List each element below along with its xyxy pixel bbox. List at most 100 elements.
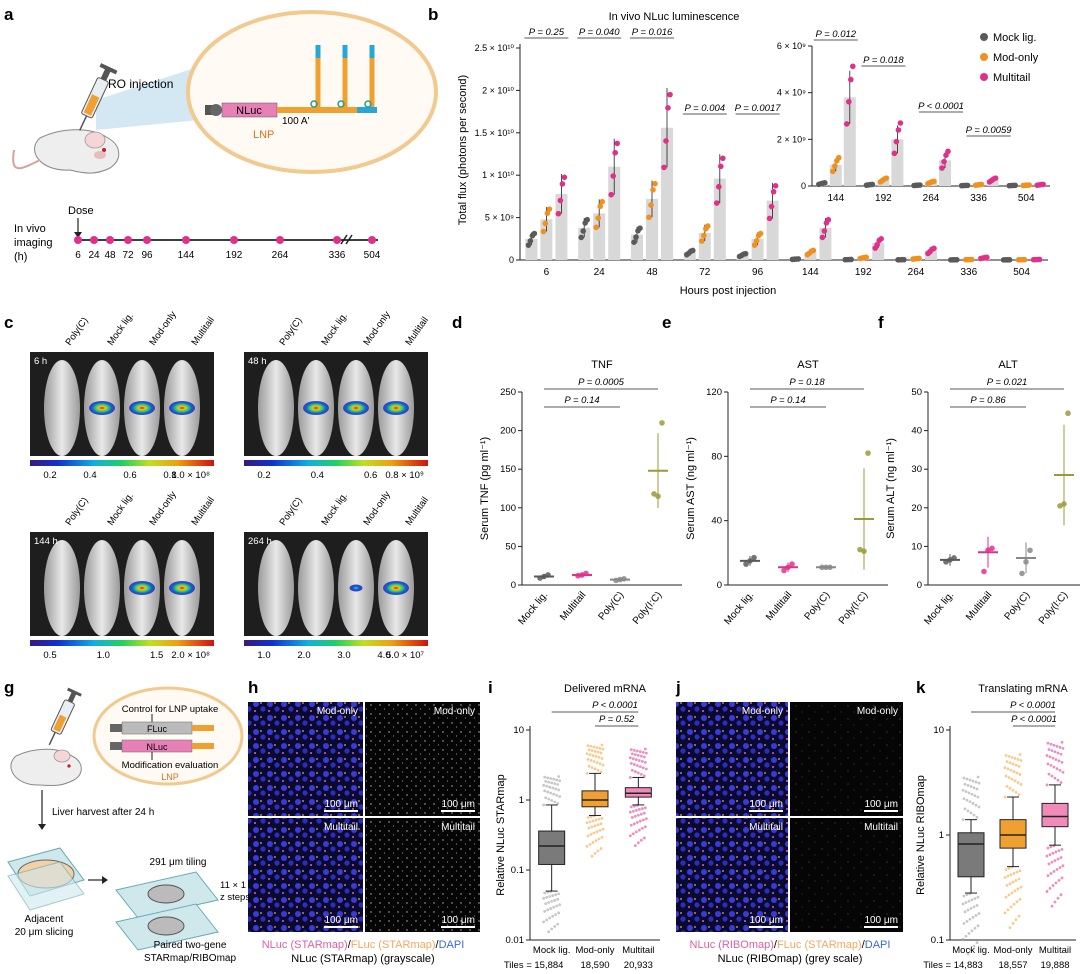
- outlier-point: [966, 952, 970, 956]
- panel-letter-i: i: [488, 678, 493, 697]
- outlier-point: [552, 905, 556, 909]
- outlier-point: [1004, 753, 1008, 757]
- outlier-point: [549, 777, 553, 780]
- colorbar: [30, 460, 214, 466]
- outlier-point: [548, 785, 552, 789]
- timepoint-label: 264 h: [248, 536, 272, 547]
- outlier-point: [598, 829, 602, 832]
- outlier-point: [1058, 769, 1062, 772]
- h-label-4: Multitail: [441, 822, 475, 833]
- data-point: [720, 155, 726, 162]
- pvalue-label: P = 0.0017: [735, 103, 782, 114]
- outlier-point: [972, 786, 976, 790]
- x-tick-label: 144: [802, 267, 819, 278]
- data-point: [753, 238, 760, 244]
- data-point: [610, 173, 616, 179]
- bar: [713, 178, 726, 260]
- outlier-point: [969, 948, 973, 952]
- outlier-point: [543, 909, 547, 913]
- h-label-1: Mod-only: [317, 706, 358, 717]
- box: [624, 787, 652, 798]
- outlier-point: [1011, 880, 1015, 884]
- outlier-point: [588, 753, 592, 757]
- x-tick-label: Mock lig.: [533, 945, 570, 956]
- outlier-point: [629, 805, 633, 809]
- outlier-point: [558, 779, 562, 783]
- outlier-point: [1050, 774, 1054, 778]
- pvalue-label: P = 0.52: [599, 714, 635, 725]
- outlier-point: [1049, 742, 1053, 746]
- h-scale-3: 100 μm: [324, 915, 358, 926]
- outlier-point: [973, 897, 977, 900]
- outlier-point: [1010, 755, 1014, 759]
- outlier-point: [1048, 853, 1052, 857]
- panel-letter-d: d: [452, 313, 462, 332]
- x-tick-label: Mock lig.: [723, 590, 757, 627]
- group-label: Poly(C): [63, 315, 90, 347]
- outlier-point: [1048, 755, 1052, 759]
- outlier-point: [636, 771, 640, 775]
- group-label: Mock lig.: [105, 311, 136, 348]
- y-tick-label: 30: [911, 464, 922, 475]
- timeline-tick-label: 6: [75, 250, 81, 261]
- outlier-point: [965, 893, 969, 897]
- outlier-point: [556, 897, 560, 901]
- outlier-point: [1047, 748, 1051, 751]
- outlier-point: [628, 756, 632, 760]
- outlier-point: [546, 790, 550, 794]
- y-tick-label: 10: [513, 725, 524, 736]
- data-point: [580, 228, 586, 234]
- panel-k: Translating mRNA Relative NLuc RIBOmap 0.1…: [915, 683, 1076, 971]
- colorbar-tick-label: 0.4: [83, 470, 96, 481]
- outlier-point: [643, 806, 647, 810]
- outlier-point: [970, 898, 974, 902]
- outlier-point: [1051, 884, 1055, 887]
- outlier-point: [554, 913, 558, 916]
- y-tick-label: 150: [500, 464, 516, 475]
- data-point: [659, 420, 665, 426]
- tiles-label: 18,590: [580, 960, 609, 971]
- outlier-point: [550, 899, 554, 903]
- outlier-point: [1016, 758, 1020, 761]
- inset-data-point: [939, 165, 945, 171]
- data-point: [667, 91, 673, 98]
- outlier-point: [629, 748, 633, 752]
- outlier-point: [1008, 761, 1012, 765]
- outlier-point: [638, 765, 642, 769]
- y-tick-label: 0.01: [506, 935, 525, 946]
- outlier-point: [1003, 876, 1007, 879]
- outlier-point: [961, 818, 965, 822]
- outlier-point: [962, 894, 966, 898]
- group-label: Poly(C): [63, 495, 90, 527]
- outlier-point: [633, 770, 637, 773]
- outlier-point: [557, 911, 561, 915]
- outlier-point: [594, 755, 598, 758]
- group-label: Mock lig.: [105, 491, 136, 528]
- outlier-point: [636, 753, 640, 757]
- luminescence-signal: [169, 581, 195, 595]
- data-point: [614, 140, 620, 147]
- outlier-point: [1005, 784, 1009, 788]
- y-tick-label: 2.5 × 10¹⁰: [475, 43, 515, 53]
- y-tick-label: 0.1: [511, 865, 524, 876]
- outlier-point: [632, 763, 636, 766]
- nluc-label: NLuc: [236, 105, 262, 117]
- colorbar-tick-label: 1.0: [257, 650, 270, 661]
- data-point: [916, 255, 922, 262]
- panel-letter-a: a: [4, 5, 14, 24]
- x-tick-label: Poly(C): [596, 590, 626, 623]
- outlier-point: [1011, 762, 1015, 766]
- outlier-point: [1059, 893, 1063, 897]
- timeline-tick-label: 24: [88, 250, 100, 261]
- y-axis-label: Serum AST (ng ml⁻¹): [685, 437, 697, 540]
- y-tick-label: 1: [939, 830, 944, 841]
- panel-i: Delivered mRNA Relative NLuc STARmap 0.01 0…: [495, 683, 660, 971]
- panel-letter-f: f: [878, 313, 884, 332]
- data-point: [823, 564, 829, 571]
- x-tick-label: Mod-only: [993, 945, 1032, 956]
- outlier-point: [555, 904, 559, 908]
- timeline-labels: 6 24 48 72 96 144 192 264 336 504: [75, 250, 381, 261]
- h-legend: NLuc (STARmap)/FLuc (STARmap)/DAPI: [262, 939, 465, 951]
- group-label: Mock lig.: [319, 491, 350, 528]
- outlier-point: [591, 819, 595, 823]
